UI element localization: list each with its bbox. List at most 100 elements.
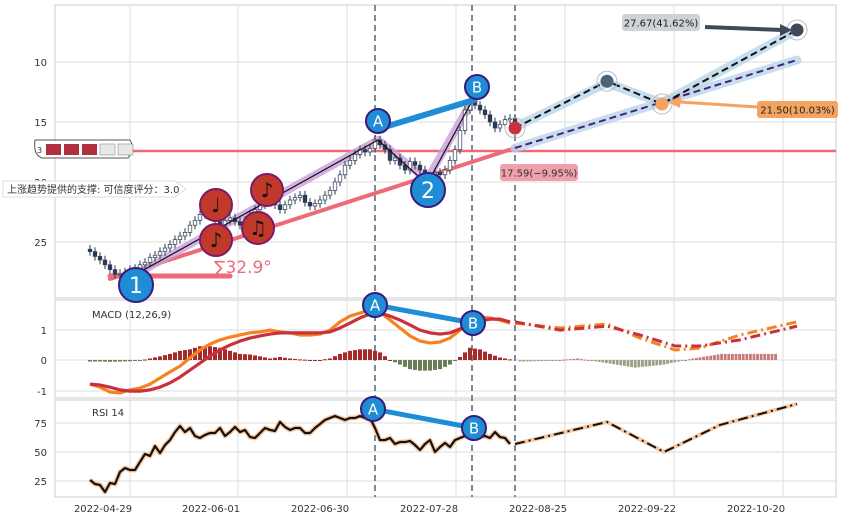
x-tick-label: 2022-06-30 (291, 504, 349, 515)
macd-histogram-forecast-bar (565, 359, 569, 361)
macd-histogram-forecast-bar (623, 360, 626, 366)
macd-histogram-forecast-bar (525, 360, 529, 362)
macd-point-a-badge-text: A (370, 296, 381, 314)
macd-histogram-forecast-bar (558, 360, 561, 361)
macd-histogram-bar (473, 348, 477, 360)
macd-histogram-bar (418, 360, 422, 371)
macd-histogram-forecast-bar (662, 360, 666, 365)
eighth-note-icon-badge (250, 173, 284, 207)
macd-histogram-bar (373, 350, 377, 360)
macd-point-a-badge (362, 292, 388, 318)
eighth-note-icon: ♪ (210, 228, 223, 252)
macd-histogram-bar (103, 360, 107, 362)
macd-histogram-bar (493, 355, 497, 360)
macd-histogram-bar (173, 352, 177, 360)
candle-body (117, 272, 123, 275)
macd-histogram-bar (128, 360, 132, 362)
macd-histogram-bar (88, 360, 92, 362)
candle-body (182, 232, 188, 237)
macd-histogram-bar (353, 350, 357, 360)
target-mid-label: 21.50(10.03%) (760, 106, 835, 117)
macd-histogram-forecast-bar (741, 353, 745, 360)
macd-histogram-forecast-bar (608, 360, 612, 364)
macd-histogram-bar (398, 360, 402, 365)
macd-histogram-forecast-bar (770, 353, 774, 360)
macd-histogram-forecast-bar (615, 360, 619, 365)
candle-body (487, 114, 493, 123)
y-tick-label: 25 (34, 477, 47, 488)
candle-body (347, 160, 353, 166)
macd-histogram-bar (413, 360, 417, 370)
macd-histogram-forecast-bar (619, 360, 623, 366)
point-2-badge-text: 2 (421, 179, 435, 204)
point-1-badge-text: 1 (129, 274, 143, 299)
macd-histogram-forecast-bar (648, 360, 651, 367)
macd-histogram-forecast-bar (612, 360, 615, 365)
macd-histogram-bar (433, 360, 437, 370)
macd-histogram-bar (443, 360, 447, 367)
macd-histogram-bar (463, 352, 467, 360)
candle-body (107, 264, 113, 270)
angle-label: ∑32.9° (214, 258, 272, 278)
candle-body (312, 203, 318, 207)
eighth-note-icon-badge (199, 223, 233, 257)
candle-body (287, 199, 293, 206)
macd-histogram-bar (218, 347, 222, 360)
beamed-notes-icon-badge (241, 211, 275, 245)
macd-histogram-bar (438, 360, 442, 370)
point-b-badge-text: B (472, 78, 482, 96)
macd-histogram-bar (283, 357, 287, 360)
macd-histogram-bar (268, 358, 272, 360)
macd-histogram-bar (203, 346, 207, 360)
x-tick-label: 2022-04-29 (74, 504, 132, 515)
rating-prefix: 3 (37, 146, 42, 155)
candle-body (187, 224, 193, 233)
rating-star-filled-icon (82, 144, 97, 155)
macd-histogram-forecast-bar (518, 360, 522, 362)
macd-histogram-forecast-bar (716, 354, 720, 360)
macd-histogram-forecast-bar (579, 359, 583, 361)
macd-histogram-bar (153, 357, 157, 360)
candle-body (97, 256, 103, 261)
candle-body (92, 251, 98, 257)
support-price-label: 17.59(−9.95%) (501, 169, 578, 180)
x-tick-label: 2022-08-25 (509, 504, 567, 515)
macd-histogram-forecast-bar (543, 360, 547, 361)
macd-histogram-bar (503, 358, 507, 360)
candle-body (442, 169, 448, 176)
target-high-label: 27.67(41.62%) (624, 19, 699, 30)
macd-histogram-bar (118, 360, 122, 362)
candle-body (462, 109, 468, 131)
macd-histogram-forecast-bar (763, 353, 767, 360)
candle-body (337, 174, 343, 183)
rsi-title: RSI 14 (92, 408, 124, 419)
macd-histogram-bar (98, 360, 102, 362)
eighth-note-icon: ♪ (261, 178, 274, 202)
macd-histogram-bar (143, 359, 147, 361)
macd-histogram-forecast-bar (536, 360, 540, 362)
macd-histogram-bar (343, 352, 347, 360)
x-tick-label: 2022-06-01 (182, 504, 240, 515)
rsi-point-a-badge-text: A (368, 400, 379, 418)
trend-support-callout (2, 180, 187, 198)
macd-histogram-bar (393, 360, 397, 363)
macd-ab-connector (374, 302, 474, 326)
target-high-label-box (622, 14, 700, 31)
candle-body (437, 172, 443, 176)
macd-histogram-forecast-bar (745, 353, 749, 360)
macd-histogram-bar (188, 349, 192, 360)
macd-histogram-bar (293, 358, 297, 360)
macd-histogram-forecast-bar (569, 359, 572, 361)
macd-histogram-forecast-bar (651, 360, 655, 366)
macd-histogram-bar (458, 356, 462, 360)
candle-body (177, 235, 183, 240)
macd-histogram-forecast-bar (551, 360, 554, 361)
y-tick-label: 10 (34, 58, 47, 69)
macd-histogram-forecast-bar (655, 360, 659, 366)
macd-histogram-bar (408, 360, 412, 370)
macd-histogram-bar (253, 355, 257, 360)
beamed-notes-icon: ♫ (249, 216, 267, 240)
macd-histogram-forecast-bar (673, 360, 677, 363)
macd-histogram-forecast-bar (684, 360, 687, 361)
macd-histogram-bar (378, 352, 382, 360)
